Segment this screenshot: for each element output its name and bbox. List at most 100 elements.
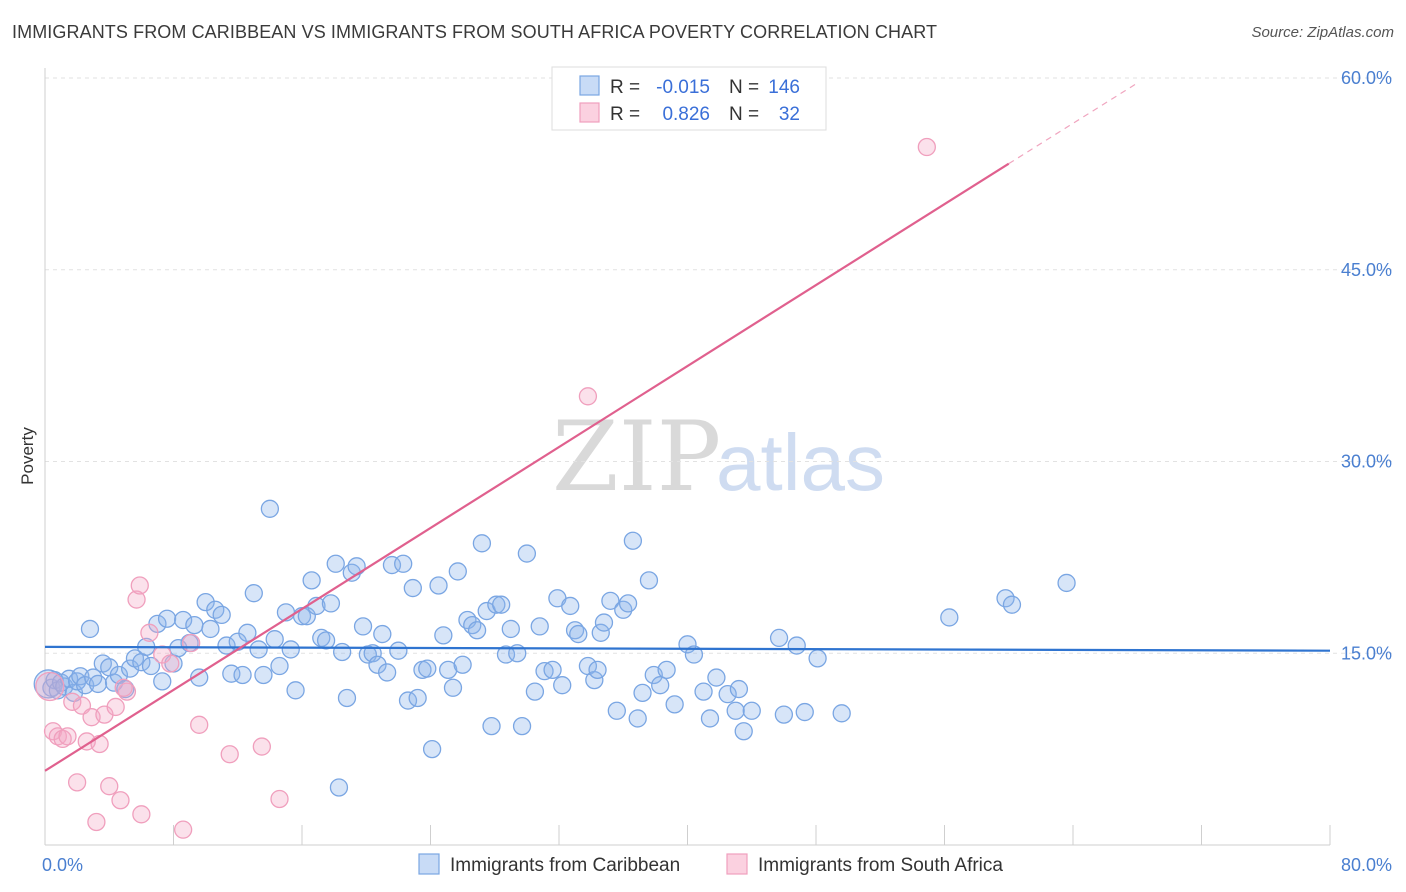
caribbean-point-71 [394, 554, 413, 573]
legend-r-label-1: R = [610, 77, 640, 98]
caribbean-point-34 [201, 619, 220, 639]
caribbean-point-26 [157, 609, 177, 628]
south-africa-point-3 [53, 729, 72, 749]
legend-r-label-2: R = [610, 104, 640, 125]
caribbean-point-116 [628, 709, 647, 728]
south-africa-point-14 [106, 697, 125, 717]
caribbean-point-62 [347, 557, 366, 576]
caribbean-point-83 [453, 655, 472, 674]
caribbean-point-127 [707, 668, 726, 687]
caribbean-point-135 [787, 636, 806, 655]
south-africa-point-30 [917, 137, 936, 157]
y-tick-label-1: 30.0% [1341, 452, 1392, 472]
caribbean-point-143 [329, 778, 349, 797]
caribbean-point-11 [80, 619, 100, 639]
watermark-zip: ZIP [552, 401, 721, 513]
caribbean-point-65 [363, 644, 382, 663]
watermark-atlas: atlas [716, 418, 885, 507]
caribbean-point-37 [217, 636, 236, 655]
caribbean-point-111 [601, 591, 620, 610]
series-legend-swatch-south-africa [726, 853, 748, 875]
caribbean-point-73 [403, 578, 422, 598]
caribbean-point-81 [443, 678, 463, 697]
y-tick-label-2: 45.0% [1341, 260, 1392, 280]
caribbean-point-103 [561, 596, 580, 616]
gridlines [45, 77, 1392, 654]
caribbean-point-131 [734, 722, 753, 741]
series-legend: Immigrants from Caribbean Immigrants fro… [418, 853, 1003, 876]
south-africa-trend-extension [1008, 82, 1138, 165]
legend-n-label-2: N = [729, 104, 759, 125]
caribbean-point-115 [623, 531, 643, 550]
y-tick-label-0: 15.0% [1341, 643, 1392, 663]
south-africa-point-28 [270, 789, 289, 809]
south-africa-point-10 [87, 812, 106, 832]
legend-n-value-1: 146 [768, 77, 800, 98]
caribbean-point-91 [492, 595, 511, 614]
caribbean-point-76 [418, 659, 437, 678]
watermark: ZIP atlas [552, 401, 885, 513]
legend-r-value-2: 0.826 [662, 104, 710, 125]
trend-lines [44, 82, 1331, 772]
series-legend-south-africa: Immigrants from South Africa [758, 855, 1003, 876]
south-africa-point-15 [111, 791, 130, 810]
x-tick-label-0: 0.0% [42, 855, 83, 875]
caribbean-point-56 [316, 631, 336, 650]
south-africa-point-27 [252, 737, 271, 756]
caribbean-point-137 [808, 649, 827, 668]
caribbean-point-53 [302, 571, 321, 590]
caribbean-point-86 [467, 621, 487, 640]
caribbean-point-80 [439, 660, 458, 680]
caribbean-point-89 [482, 716, 501, 736]
caribbean-point-136 [795, 702, 814, 722]
caribbean-point-114 [618, 594, 638, 613]
caribbean-point-79 [434, 626, 453, 645]
caribbean-point-29 [173, 610, 193, 630]
legend-n-label-1: N = [729, 77, 759, 98]
caribbean-point-110 [594, 613, 614, 632]
legend-r-value-1: -0.015 [656, 77, 710, 98]
y-tick-label-3: 60.0% [1341, 68, 1392, 88]
south-africa-point-4 [58, 727, 77, 746]
caribbean-point-118 [639, 571, 659, 590]
axes [44, 68, 1331, 846]
caribbean-point-120 [651, 676, 670, 695]
south-africa-point-18 [130, 576, 149, 595]
caribbean-point-100 [543, 660, 562, 680]
caribbean-point-66 [368, 655, 387, 674]
caribbean-point-58 [326, 554, 345, 573]
south-africa-point-24 [182, 633, 201, 653]
caribbean-point-40 [233, 665, 252, 685]
caribbean-point-102 [553, 676, 572, 695]
south-africa-point-6 [67, 773, 87, 792]
south-africa-point-25 [190, 715, 209, 734]
south-africa-point-5 [63, 692, 82, 711]
legend-swatch-caribbean [579, 75, 600, 96]
caribbean-point-19 [120, 659, 140, 678]
legend-swatch-south-africa [579, 102, 600, 123]
caribbean-point-77 [422, 739, 442, 759]
caribbean-point-49 [281, 640, 300, 659]
south-africa-point-17 [127, 590, 146, 609]
caribbean-point-130 [729, 679, 749, 699]
caribbean-point-70 [389, 641, 408, 660]
caribbean-point-134 [774, 705, 794, 724]
caribbean-point-78 [429, 576, 448, 595]
caribbean-point-36 [212, 605, 231, 625]
caribbean-trend-line [44, 645, 1331, 652]
caribbean-point-139 [940, 608, 959, 627]
caribbean-point-59 [333, 642, 352, 662]
south-africa-point-20 [140, 623, 159, 642]
caribbean-point-50 [286, 681, 305, 700]
caribbean-point-68 [377, 663, 397, 682]
caribbean-point-43 [249, 640, 268, 659]
caribbean-points [33, 499, 1076, 797]
caribbean-point-55 [312, 628, 331, 648]
caribbean-point-141 [1002, 595, 1022, 614]
caribbean-point-128 [718, 685, 737, 704]
caribbean-point-133 [769, 628, 789, 648]
caribbean-point-47 [270, 656, 289, 676]
caribbean-point-44 [254, 665, 273, 685]
caribbean-point-132 [742, 701, 761, 720]
south-africa-point-13 [100, 777, 119, 796]
